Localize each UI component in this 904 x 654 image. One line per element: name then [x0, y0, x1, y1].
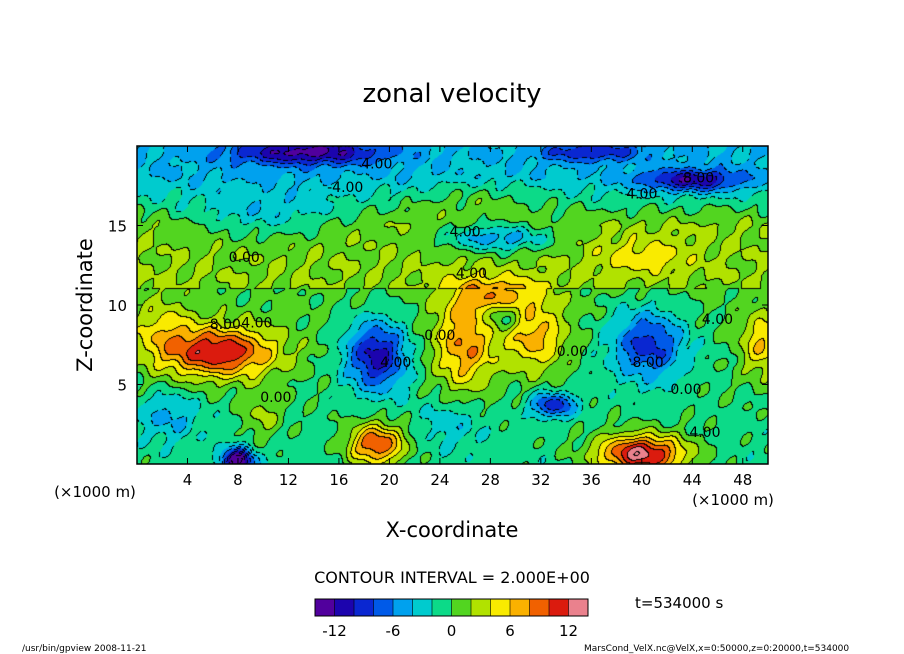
colorbar-segment	[412, 599, 433, 616]
contour-label: 4.00	[380, 355, 411, 371]
x-tick-label: 28	[481, 471, 500, 489]
contour-label: 4.00	[241, 315, 272, 331]
colorbar-tick-label: 0	[447, 622, 457, 640]
contour-label: 4.00	[361, 156, 392, 172]
colorbar-tick-label: 6	[505, 622, 515, 640]
x-tick-label: 48	[733, 471, 752, 489]
x-axis-label: X-coordinate	[386, 518, 519, 542]
contour-label: 0.00	[557, 344, 588, 360]
colorbar-segment	[315, 599, 335, 616]
contour-label: 8.00	[683, 171, 714, 187]
colorbar-segment	[510, 599, 530, 616]
colorbar-segment	[373, 599, 394, 616]
x-tick-label: 32	[531, 471, 550, 489]
contour-label: 0.00	[424, 328, 455, 344]
x-tick-label: 16	[329, 471, 348, 489]
colorbar-segment	[490, 599, 511, 616]
contour-label: 8.00	[210, 317, 241, 333]
heatmap-area	[137, 146, 768, 464]
contour-label: 0.00	[670, 382, 701, 398]
chart-title: zonal velocity	[362, 79, 541, 109]
x-unit-right: (×1000 m)	[692, 491, 774, 509]
colorbar-tick-label: -6	[386, 622, 401, 640]
contour-label: 4.00	[626, 186, 657, 202]
x-tick-label: 20	[380, 471, 399, 489]
colorbar-tick-label: 12	[559, 622, 578, 640]
colorbar-segment	[568, 599, 589, 616]
x-tick-label: 8	[233, 471, 243, 489]
colorbar-segment	[529, 599, 550, 616]
contour-labels: 4.00-4.008.004.004.000.004.008.00 4.004.0…	[210, 156, 733, 441]
contour-label: 4.00	[456, 266, 487, 282]
y-tick-label: 10	[108, 297, 127, 315]
colorbar-frame	[314, 598, 589, 617]
colorbar-tick-label: -12	[322, 622, 347, 640]
y-tick-label: 15	[108, 218, 127, 236]
contour-label: 4.00	[450, 225, 481, 241]
contour-label: -4.00	[327, 180, 363, 196]
x-axis: 4 8 12 16 20 24 28 32 36 40 44 48	[183, 146, 752, 489]
contour-label: 0.00	[260, 390, 291, 406]
y-axis-label: Z-coordinate	[73, 238, 97, 372]
colorbar-ticks: -12 -6 0 6 12	[322, 622, 578, 640]
contour-interval-label: CONTOUR INTERVAL = 2.000E+00	[314, 568, 590, 587]
x-tick-label: 12	[279, 471, 298, 489]
x-tick-label: 4	[183, 471, 193, 489]
heatmap-canvas	[137, 146, 768, 464]
colorbar-segment	[432, 599, 452, 616]
time-label: t=534000 s	[635, 594, 723, 612]
x-tick-label: 24	[430, 471, 449, 489]
x-tick-label: 44	[683, 471, 702, 489]
colorbar-segment	[471, 599, 491, 616]
contour-label: 4.00	[689, 425, 720, 441]
contour-label: 4.00	[702, 312, 733, 328]
x-tick-label: 40	[632, 471, 651, 489]
contour-label: 8.00	[633, 355, 664, 371]
x-unit-left: (×1000 m)	[54, 483, 136, 501]
colorbar-segment	[451, 599, 472, 616]
footer-left: /usr/bin/gpview 2008-11-21	[22, 644, 146, 654]
footer-right: MarsCond_VelX.nc@VelX,x=0:50000,z=0:2000…	[584, 644, 849, 654]
y-tick-label: 5	[117, 377, 127, 395]
colorbar-segment	[393, 599, 413, 616]
y-axis: 5 10 15	[108, 218, 768, 395]
colorbar	[315, 599, 589, 616]
colorbar-segment	[334, 599, 355, 616]
contour-label: 0.00	[229, 250, 260, 266]
colorbar-segment	[549, 599, 569, 616]
x-tick-label: 36	[582, 471, 601, 489]
colorbar-segment	[354, 599, 374, 616]
